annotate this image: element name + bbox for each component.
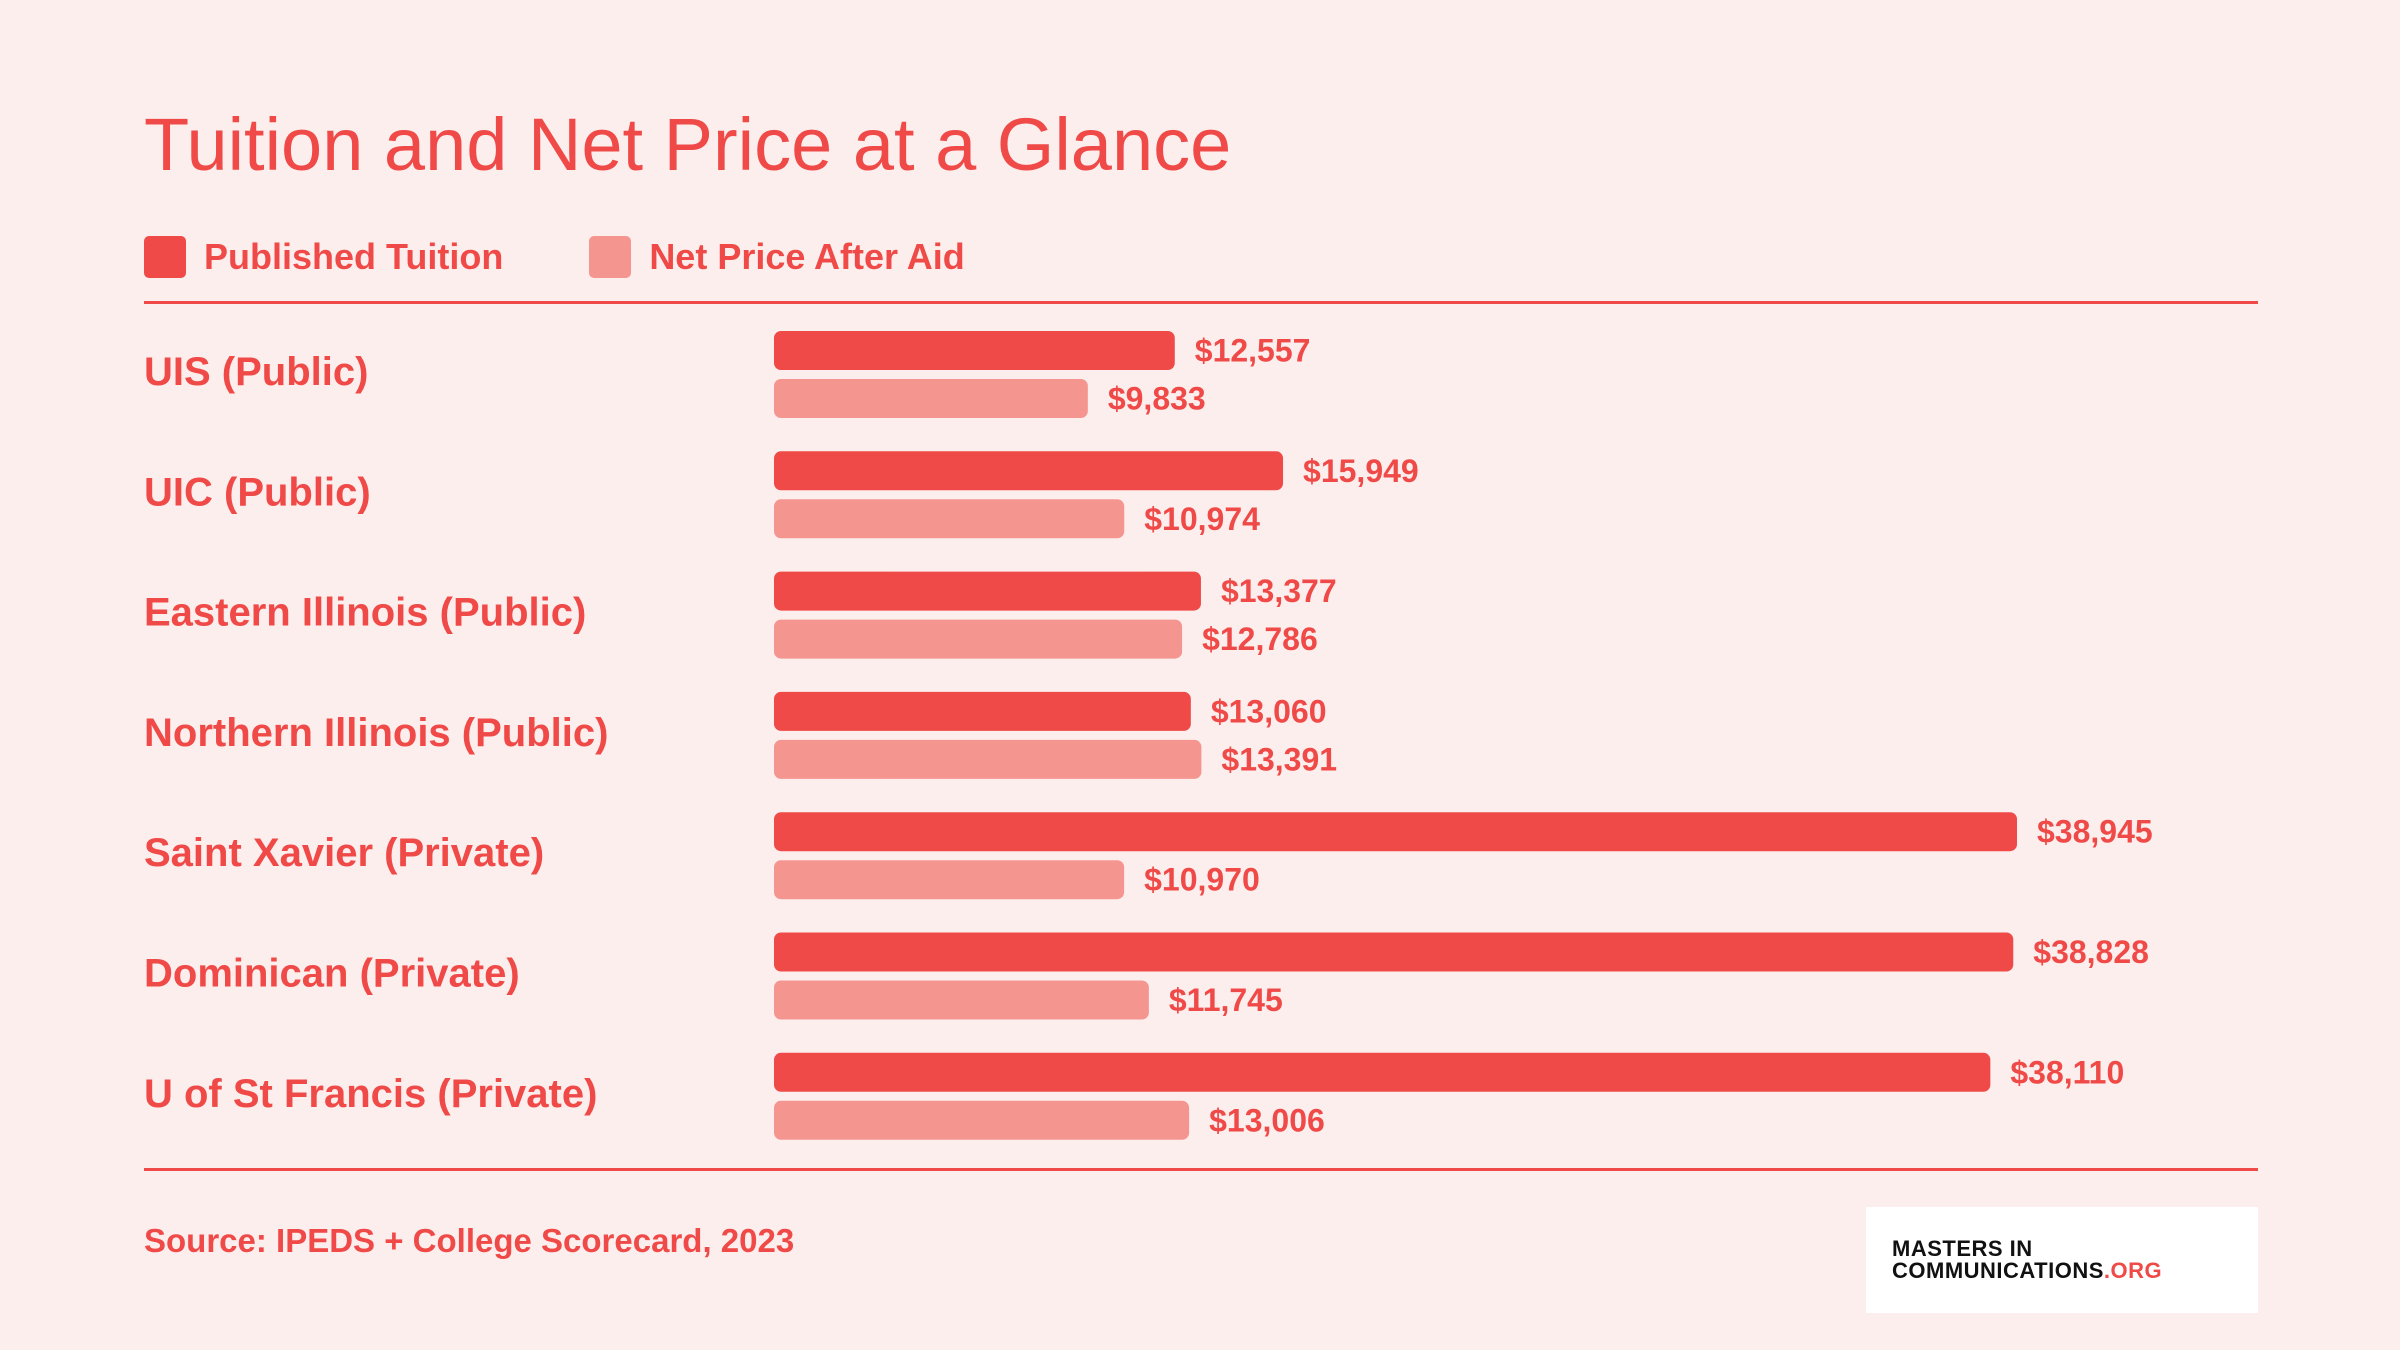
value-label-published-tuition-eastern-illinois-public: $13,377 — [1221, 573, 1337, 609]
bar-published-tuition-uic-public — [774, 451, 1284, 491]
legend-label-net-price: Net Price After Aid — [649, 236, 965, 277]
value-label-net-price-after-aid-saint-xavier-private: $10,970 — [1144, 862, 1260, 898]
category-label-northern-illinois-public: Northern Illinois (Public) — [144, 711, 608, 755]
bar-net-price-after-aid-u-of-st-francis-private — [774, 1100, 1190, 1140]
value-label-published-tuition-saint-xavier-private: $38,945 — [2037, 814, 2153, 850]
legend-label-published-tuition: Published Tuition — [204, 236, 504, 277]
legend-item-published-tuition: Published Tuition — [144, 236, 503, 278]
bar-net-price-after-aid-eastern-illinois-public — [774, 619, 1183, 659]
value-label-published-tuition-uis-public: $12,557 — [1195, 333, 1311, 369]
chart-title: Tuition and Net Price at a Glance — [144, 103, 1232, 186]
category-label-uic-public: UIC (Public) — [144, 470, 371, 514]
legend: Published Tuition Net Price After Aid — [144, 236, 1051, 278]
bar-published-tuition-northern-illinois-public — [774, 691, 1191, 731]
value-label-published-tuition-u-of-st-francis-private: $38,110 — [2010, 1054, 2124, 1090]
value-label-net-price-after-aid-eastern-illinois-public: $12,786 — [1202, 621, 1318, 657]
masters-in-communications-logo: MASTERS IN COMMUNICATIONS.ORG — [1866, 1207, 2258, 1313]
logo-line-2: COMMUNICATIONS.ORG — [1892, 1260, 2258, 1282]
value-label-net-price-after-aid-uis-public: $9,833 — [1108, 381, 1206, 417]
logo-line-2-suffix: .ORG — [2103, 1258, 2163, 1283]
value-label-published-tuition-uic-public: $15,949 — [1303, 453, 1419, 489]
category-label-u-of-st-francis-private: U of St Francis (Private) — [144, 1072, 597, 1116]
legend-swatch-published-tuition — [144, 236, 186, 278]
top-divider — [144, 301, 2258, 304]
category-label-eastern-illinois-public: Eastern Illinois (Public) — [144, 591, 586, 635]
bar-published-tuition-u-of-st-francis-private — [774, 1052, 1991, 1092]
category-label-saint-xavier-private: Saint Xavier (Private) — [144, 831, 544, 875]
bar-net-price-after-aid-saint-xavier-private — [774, 860, 1125, 900]
bar-published-tuition-saint-xavier-private — [774, 812, 2017, 852]
logo-line-2-main: COMMUNICATIONS — [1892, 1258, 2104, 1283]
bar-published-tuition-dominican-private — [774, 932, 2014, 972]
bar-published-tuition-eastern-illinois-public — [774, 571, 1201, 611]
bar-net-price-after-aid-uic-public — [774, 499, 1125, 539]
value-label-published-tuition-northern-illinois-public: $13,060 — [1211, 693, 1327, 729]
value-label-net-price-after-aid-u-of-st-francis-private: $13,006 — [1209, 1102, 1325, 1138]
value-label-net-price-after-aid-dominican-private: $11,745 — [1169, 982, 1283, 1018]
logo-line-1: MASTERS IN — [1892, 1236, 2033, 1261]
bar-net-price-after-aid-northern-illinois-public — [774, 739, 1202, 779]
bottom-divider — [144, 1168, 2258, 1171]
value-label-net-price-after-aid-uic-public: $10,974 — [1144, 501, 1260, 537]
bar-net-price-after-aid-uis-public — [774, 379, 1088, 418]
value-label-published-tuition-dominican-private: $38,828 — [2033, 934, 2149, 970]
legend-swatch-net-price — [589, 236, 632, 278]
category-label-uis-public: UIS (Public) — [144, 350, 368, 394]
source-note: Source: IPEDS + College Scorecard, 2023 — [144, 1222, 795, 1259]
category-label-dominican-private: Dominican (Private) — [144, 952, 520, 996]
legend-item-net-price: Net Price After Aid — [589, 236, 965, 278]
bar-net-price-after-aid-dominican-private — [774, 980, 1149, 1020]
value-label-net-price-after-aid-northern-illinois-public: $13,391 — [1221, 741, 1337, 777]
bar-published-tuition-uis-public — [774, 331, 1175, 370]
